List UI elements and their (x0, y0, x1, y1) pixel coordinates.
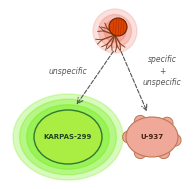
Ellipse shape (27, 105, 109, 169)
Circle shape (134, 115, 146, 127)
Ellipse shape (20, 99, 116, 175)
Circle shape (104, 20, 126, 42)
Ellipse shape (126, 117, 178, 157)
Circle shape (161, 117, 173, 129)
Text: KARPAS-299: KARPAS-299 (44, 134, 92, 140)
Text: unspecific: unspecific (49, 67, 87, 75)
Circle shape (93, 9, 137, 53)
Circle shape (123, 131, 135, 143)
Circle shape (134, 147, 146, 159)
Text: specific
+
unspecific: specific + unspecific (143, 55, 181, 87)
Circle shape (109, 18, 127, 36)
Ellipse shape (34, 110, 102, 164)
Ellipse shape (13, 94, 123, 180)
Circle shape (158, 147, 170, 159)
Ellipse shape (35, 111, 101, 163)
Circle shape (98, 15, 131, 47)
Text: U-937: U-937 (140, 134, 164, 140)
Circle shape (169, 134, 181, 146)
